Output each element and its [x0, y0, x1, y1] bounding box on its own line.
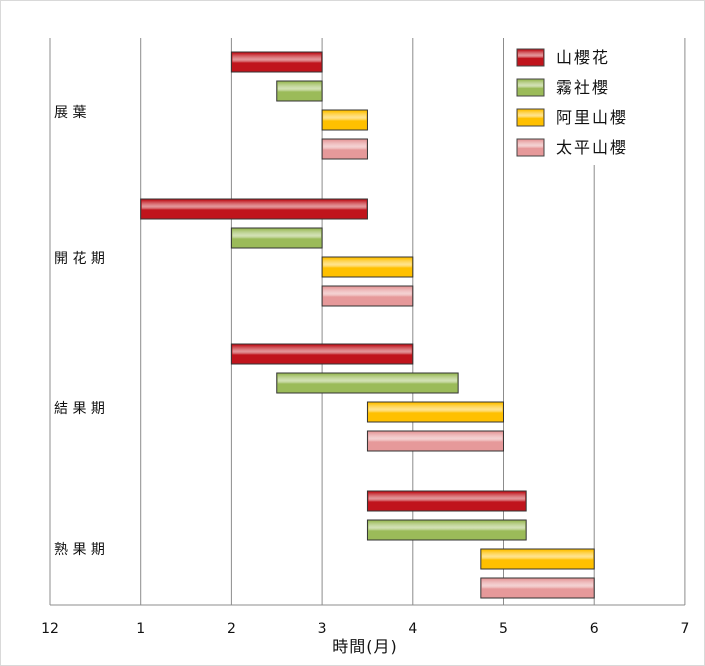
bar-shine — [323, 111, 367, 129]
x-tick-label: 2 — [227, 621, 236, 637]
bar-shine — [232, 53, 322, 71]
bar-shine — [141, 200, 367, 218]
x-axis-title: 時間(月) — [332, 637, 398, 656]
bar-shine — [368, 403, 503, 421]
category-label: 展 葉 — [54, 105, 86, 121]
category-label: 結 果 期 — [54, 401, 105, 417]
legend-label: 山櫻花 — [556, 48, 610, 67]
legend-label: 霧社櫻 — [556, 78, 610, 97]
legend-swatch-shine — [518, 140, 543, 155]
x-tick-label: 7 — [680, 621, 689, 637]
bar-shine — [232, 229, 322, 247]
legend-label: 阿里山櫻 — [556, 108, 628, 127]
legend-label: 太平山櫻 — [556, 138, 628, 157]
x-tick-label: 6 — [590, 621, 599, 637]
bar-shine — [232, 345, 412, 363]
bar-shine — [277, 374, 458, 392]
x-tick-label: 3 — [318, 621, 327, 637]
x-tick-label: 5 — [499, 621, 508, 637]
bar-shine — [277, 82, 322, 100]
bar-shine — [323, 140, 367, 158]
bar-shine — [368, 492, 526, 510]
category-label: 開 花 期 — [54, 251, 105, 267]
legend-swatch-shine — [518, 80, 543, 95]
x-tick-label: 1 — [136, 621, 145, 637]
x-tick-label: 12 — [41, 621, 59, 637]
x-tick-label: 4 — [408, 621, 417, 637]
bar-shine — [323, 287, 412, 305]
bar-shine — [368, 521, 526, 539]
category-label: 熟 果 期 — [54, 542, 105, 558]
bar-shine — [481, 550, 594, 568]
bar-shine — [323, 258, 412, 276]
legend-swatch-shine — [518, 50, 543, 65]
bar-shine — [481, 579, 594, 597]
bar-shine — [368, 432, 503, 450]
legend-swatch-shine — [518, 110, 543, 125]
